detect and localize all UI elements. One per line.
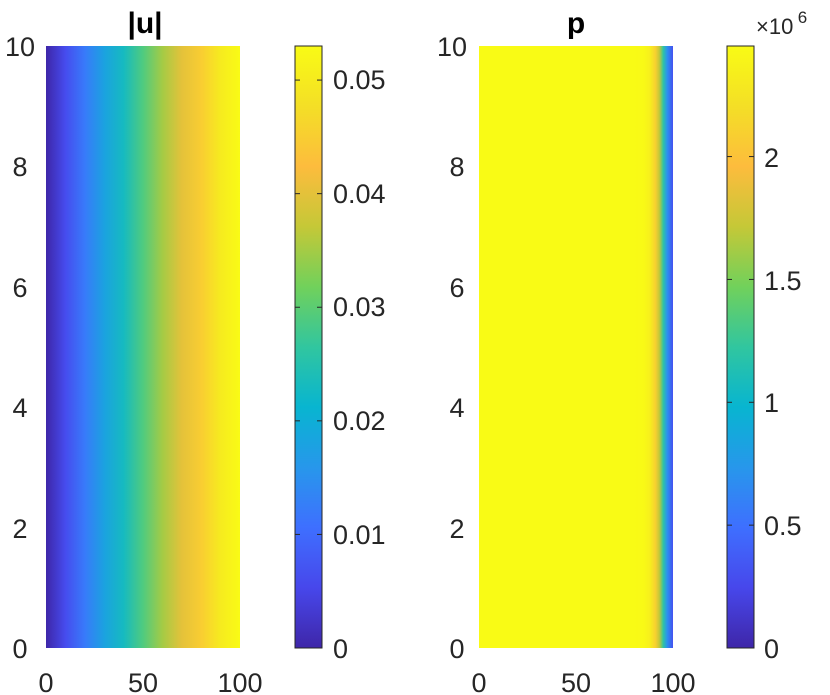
colorbar-p: 0 0.5 1 1.5 2 ×10 6	[726, 8, 807, 664]
xtick-label-u: 0	[38, 668, 53, 695]
ytick-label-p: 8	[449, 152, 464, 182]
colorbar-u-tick-label: 0.01	[333, 520, 386, 550]
y-axis-p: 0 2 4 6 8 10	[437, 32, 467, 664]
colorbar-u-ticks	[295, 79, 322, 649]
colorbar-u-tick-label: 0.04	[333, 179, 386, 209]
ytick-label-u: 10	[5, 32, 35, 62]
ytick-label-p: 2	[449, 514, 464, 544]
colorbar-p-tick-label: 1	[764, 388, 779, 418]
y-axis-u: 0 2 4 6 8 10	[5, 32, 35, 664]
colorbar-p-tick-label: 1.5	[764, 266, 802, 296]
colorbar-p-fill	[727, 46, 754, 648]
panel-p: p 0 2 4 6 8 10 0 50 100 0 0.5 1 1.5 2 ×1…	[437, 7, 807, 695]
colorbar-u-tick-label: 0	[333, 634, 348, 664]
ytick-label-p: 10	[437, 32, 467, 62]
heatmap-p	[479, 46, 673, 648]
colorbar-p-frame	[726, 45, 755, 649]
ytick-label-p: 4	[449, 393, 464, 423]
ytick-label-p: 6	[449, 273, 464, 303]
xtick-label-p: 100	[650, 668, 695, 695]
heatmap-u	[46, 46, 240, 648]
ytick-label-p: 0	[449, 634, 464, 664]
colorbar-p-tick-label: 0.5	[764, 511, 802, 541]
colorbar-u-fill	[295, 46, 322, 648]
xtick-label-u: 100	[217, 668, 262, 695]
colorbar-u: 0 0.01 0.02 0.03 0.04 0.05	[294, 45, 386, 664]
ytick-label-u: 2	[12, 514, 27, 544]
x-axis-p: 0 50 100	[471, 668, 695, 695]
colorbar-p-multiplier-exponent: 6	[798, 8, 807, 27]
ytick-label-u: 4	[12, 393, 27, 423]
colorbar-p-multiplier-base: ×10	[756, 14, 793, 39]
xtick-label-p: 0	[471, 668, 486, 695]
colorbar-u-tick-label: 0.05	[333, 65, 386, 95]
colorbar-p-tick-label: 0	[764, 634, 779, 664]
title-u: |u|	[127, 7, 162, 40]
panel-u: |u| 0 2 4 6 8 10 0 50 100 0 0.01 0.02 0.…	[5, 7, 386, 695]
xtick-label-p: 50	[561, 668, 591, 695]
colorbar-u-frame	[294, 45, 323, 649]
ytick-label-u: 8	[12, 152, 27, 182]
xtick-label-u: 50	[128, 668, 158, 695]
colorbar-u-tick-label: 0.03	[333, 292, 386, 322]
colorbar-u-tick-label: 0.02	[333, 406, 386, 436]
ytick-label-u: 6	[12, 273, 27, 303]
colorbar-p-multiplier: ×10 6	[756, 8, 807, 39]
colorbar-p-ticks	[727, 156, 754, 649]
title-p: p	[567, 7, 585, 40]
x-axis-u: 0 50 100	[38, 668, 262, 695]
ytick-label-u: 0	[12, 634, 27, 664]
colorbar-p-tick-label: 2	[764, 143, 779, 173]
